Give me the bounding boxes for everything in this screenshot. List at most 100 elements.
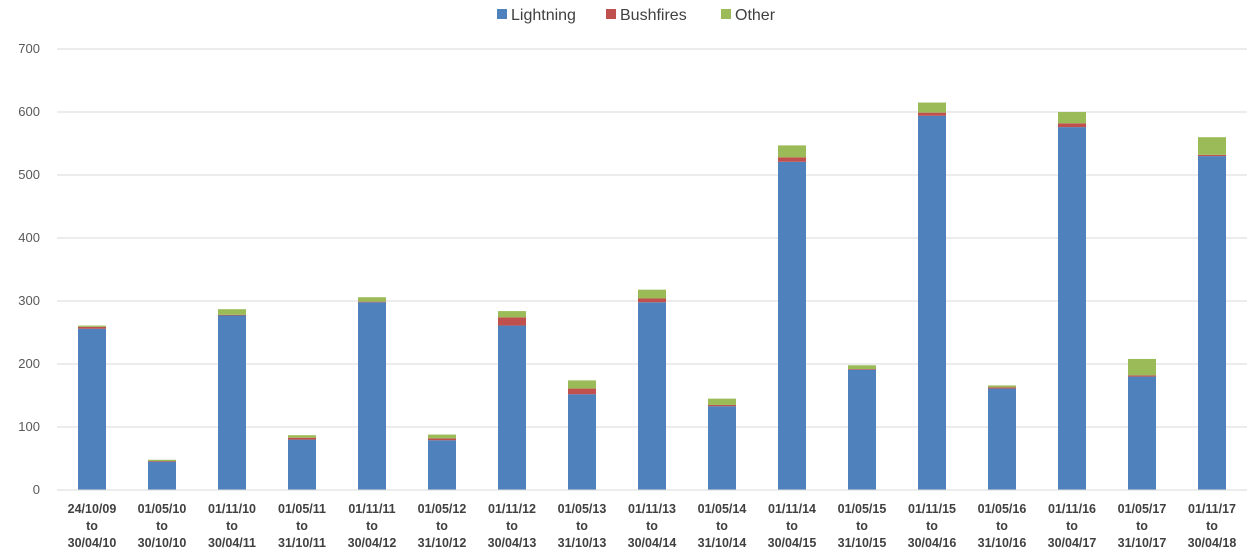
bar-other-6 bbox=[498, 311, 526, 318]
x-category-label-12-line-1: to bbox=[926, 519, 938, 533]
x-category-label-4-line-2: 30/04/12 bbox=[348, 536, 397, 550]
x-category-label-9-line-2: 31/10/14 bbox=[698, 536, 747, 550]
y-tick-label-100: 100 bbox=[18, 419, 40, 434]
x-category-label-12-line-0: 01/11/15 bbox=[908, 502, 956, 516]
x-category-label-4-line-0: 01/11/11 bbox=[348, 502, 395, 516]
x-category-label-7-line-0: 01/05/13 bbox=[558, 502, 607, 516]
bar-lightning-1 bbox=[148, 461, 176, 490]
x-category-label-7-line-2: 31/10/13 bbox=[558, 536, 607, 550]
bar-bushfires-0 bbox=[78, 326, 106, 329]
bar-lightning-15 bbox=[1128, 376, 1156, 490]
bar-other-11 bbox=[848, 365, 876, 370]
x-category-label-8-line-1: to bbox=[646, 519, 658, 533]
x-category-label-10-line-1: to bbox=[786, 519, 798, 533]
x-category-label-16-line-1: to bbox=[1206, 519, 1218, 533]
legend-label-lightning: Lightning bbox=[511, 7, 576, 24]
bar-other-5 bbox=[428, 434, 456, 439]
bar-other-1 bbox=[148, 459, 176, 462]
bars bbox=[78, 102, 1226, 491]
bar-lightning-10 bbox=[778, 161, 806, 490]
bar-bushfires-6 bbox=[498, 317, 526, 326]
bar-lightning-2 bbox=[218, 315, 246, 490]
x-category-label-11-line-2: 31/10/15 bbox=[838, 536, 887, 550]
x-category-label-5-line-2: 31/10/12 bbox=[418, 536, 467, 550]
bar-lightning-9 bbox=[708, 406, 736, 490]
bar-bushfires-14 bbox=[1058, 123, 1086, 128]
bar-bushfires-4 bbox=[358, 301, 386, 303]
bar-other-10 bbox=[778, 145, 806, 158]
legend-swatch-lightning bbox=[497, 9, 507, 19]
x-category-label-10-line-2: 30/04/15 bbox=[768, 536, 817, 550]
x-category-label-8-line-0: 01/11/13 bbox=[628, 502, 676, 516]
bar-bushfires-7 bbox=[568, 388, 596, 395]
bar-other-9 bbox=[708, 398, 736, 405]
bar-other-0 bbox=[78, 325, 106, 327]
bar-lightning-13 bbox=[988, 388, 1016, 490]
y-tick-label-600: 600 bbox=[18, 104, 40, 119]
y-tick-label-300: 300 bbox=[18, 293, 40, 308]
bar-bushfires-1 bbox=[148, 461, 176, 462]
x-category-label-16-line-2: 30/04/18 bbox=[1188, 536, 1237, 550]
bar-lightning-8 bbox=[638, 302, 666, 490]
bar-bushfires-9 bbox=[708, 404, 736, 407]
bar-bushfires-10 bbox=[778, 157, 806, 162]
x-category-label-15-line-2: 31/10/17 bbox=[1118, 536, 1167, 550]
y-tick-label-500: 500 bbox=[18, 167, 40, 182]
bar-lightning-6 bbox=[498, 325, 526, 490]
bar-bushfires-8 bbox=[638, 298, 666, 303]
bar-bushfires-2 bbox=[218, 314, 246, 316]
legend: Lightning Bushfires Other bbox=[497, 7, 776, 24]
x-category-label-9-line-0: 01/05/14 bbox=[698, 502, 747, 516]
x-category-label-15-line-0: 01/05/17 bbox=[1118, 502, 1167, 516]
x-category-label-0-line-2: 30/04/10 bbox=[68, 536, 117, 550]
bar-bushfires-15 bbox=[1128, 375, 1156, 377]
x-category-label-8-line-2: 30/04/14 bbox=[628, 536, 677, 550]
y-tick-label-200: 200 bbox=[18, 356, 40, 371]
bar-lightning-16 bbox=[1198, 156, 1226, 490]
x-category-label-7-line-1: to bbox=[576, 519, 588, 533]
y-tick-label-700: 700 bbox=[18, 41, 40, 56]
bar-other-7 bbox=[568, 380, 596, 389]
x-category-label-14-line-0: 01/11/16 bbox=[1048, 502, 1096, 516]
x-category-label-14-line-2: 30/04/17 bbox=[1048, 536, 1097, 550]
x-category-label-10-line-0: 01/11/14 bbox=[768, 502, 816, 516]
x-category-label-13-line-2: 31/10/16 bbox=[978, 536, 1027, 550]
bar-lightning-0 bbox=[78, 328, 106, 490]
bar-other-14 bbox=[1058, 112, 1086, 124]
x-category-label-11-line-1: to bbox=[856, 519, 868, 533]
x-category-label-14-line-1: to bbox=[1066, 519, 1078, 533]
bar-lightning-5 bbox=[428, 440, 456, 490]
bar-other-4 bbox=[358, 297, 386, 302]
bar-other-3 bbox=[288, 435, 316, 438]
x-category-label-6-line-1: to bbox=[506, 519, 518, 533]
x-category-label-15-line-1: to bbox=[1136, 519, 1148, 533]
bar-bushfires-3 bbox=[288, 437, 316, 440]
bar-bushfires-5 bbox=[428, 438, 456, 441]
bar-lightning-7 bbox=[568, 394, 596, 490]
x-category-label-16-line-0: 01/11/17 bbox=[1188, 502, 1236, 516]
x-category-label-2-line-2: 30/04/11 bbox=[208, 536, 256, 550]
legend-label-bushfires: Bushfires bbox=[620, 7, 687, 24]
x-category-label-9-line-1: to bbox=[716, 519, 728, 533]
bar-bushfires-16 bbox=[1198, 154, 1226, 157]
bar-lightning-11 bbox=[848, 369, 876, 490]
legend-swatch-bushfires bbox=[606, 9, 616, 19]
bar-lightning-14 bbox=[1058, 127, 1086, 491]
x-category-label-11-line-0: 01/05/15 bbox=[838, 502, 887, 516]
x-category-label-4-line-1: to bbox=[366, 519, 378, 533]
x-category-label-3-line-2: 31/10/11 bbox=[278, 536, 326, 550]
y-axis-tick-labels: 0 100 200 300 400 500 600 700 bbox=[18, 41, 40, 497]
x-category-label-1-line-0: 01/05/10 bbox=[138, 502, 187, 516]
bar-lightning-12 bbox=[918, 115, 946, 490]
bar-lightning-3 bbox=[288, 439, 316, 490]
bar-other-15 bbox=[1128, 358, 1156, 376]
bar-other-8 bbox=[638, 289, 666, 299]
x-category-label-13-line-1: to bbox=[996, 519, 1008, 533]
bar-bushfires-13 bbox=[988, 387, 1016, 389]
x-category-label-13-line-0: 01/05/16 bbox=[978, 502, 1027, 516]
x-category-label-3-line-1: to bbox=[296, 519, 308, 533]
legend-label-other: Other bbox=[735, 7, 776, 24]
x-category-label-1-line-2: 30/10/10 bbox=[138, 536, 187, 550]
x-category-label-5-line-1: to bbox=[436, 519, 448, 533]
